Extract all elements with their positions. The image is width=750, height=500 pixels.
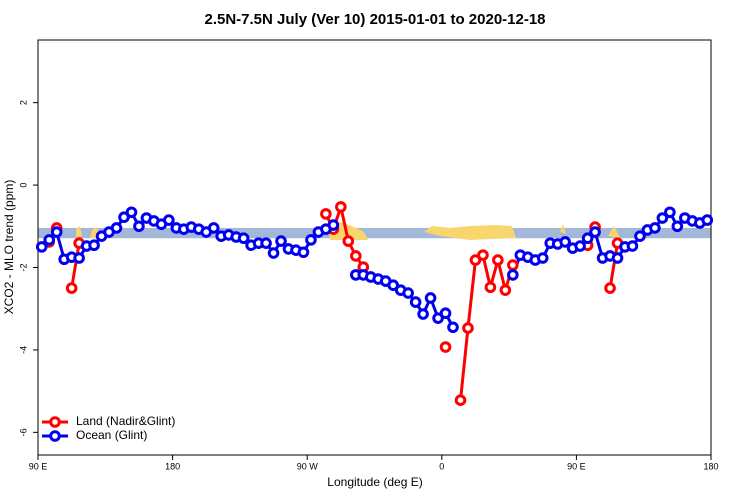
land-patch [76,226,82,237]
point [469,254,482,266]
point [65,282,78,294]
point [43,234,56,246]
point [417,308,429,320]
point [581,232,594,245]
point [507,269,519,281]
point [604,282,616,294]
x-tick-label: 90 E [567,461,586,471]
point [462,322,474,334]
point [297,246,310,259]
legend-label: Ocean (Glint) [76,428,147,442]
point [88,239,100,252]
x-tick-label: 180 [703,461,718,471]
point [499,284,512,296]
land-patch [560,224,566,234]
point [492,254,504,266]
point [35,241,48,253]
point [110,222,123,234]
plot-frame [37,39,712,456]
point [305,234,317,246]
x-tick-label: 180 [165,461,180,471]
point [589,226,601,238]
point [327,219,340,231]
legend-label: Land (Nadir&Glint) [76,414,175,428]
point [409,296,422,308]
point [574,240,586,252]
band-group [38,227,711,239]
y-axis-label: XCO2 - MLO trend (ppm) [2,180,16,315]
point [424,292,437,304]
point [133,220,145,233]
point [656,212,669,224]
point [536,252,549,264]
point [664,206,676,219]
y-tick-label: -6 [18,428,28,436]
point [237,232,250,245]
point [125,206,138,219]
point [432,312,444,324]
point [559,236,571,248]
point [626,240,639,252]
point [701,214,714,226]
chart-title: 2.5N-7.5N July (Ver 10) 2015-01-01 to 20… [204,11,545,28]
x-tick-label: 0 [439,461,444,471]
y-tick-label: -4 [18,346,28,354]
point [439,307,452,320]
point [350,250,362,262]
point [649,222,661,234]
point [484,281,497,294]
point [335,201,347,213]
point [634,230,646,242]
point [611,252,624,264]
land-patch [424,225,516,240]
point [163,214,175,226]
legend-marker [49,430,61,442]
point [671,220,684,233]
point [387,279,399,292]
point [320,208,332,220]
x-axis-label: Longitude (deg E) [327,475,422,489]
land-patch [608,226,620,238]
point [73,252,85,264]
point [439,341,452,353]
point [477,249,489,261]
reference-band [38,227,711,239]
point [454,394,467,406]
point [260,237,272,249]
point [118,211,130,224]
x-tick-label: 90 E [29,461,48,471]
point [267,247,280,259]
legend-marker [49,416,61,428]
point [275,235,287,247]
point [50,226,63,238]
point [342,235,355,247]
point [402,287,414,299]
point [507,259,519,271]
y-tick-label: 0 [18,183,28,188]
point [447,321,459,334]
y-tick-label: -2 [18,263,28,271]
x-tick-label: 90 W [297,461,319,471]
y-tick-label: 2 [18,100,28,105]
point [207,222,220,234]
